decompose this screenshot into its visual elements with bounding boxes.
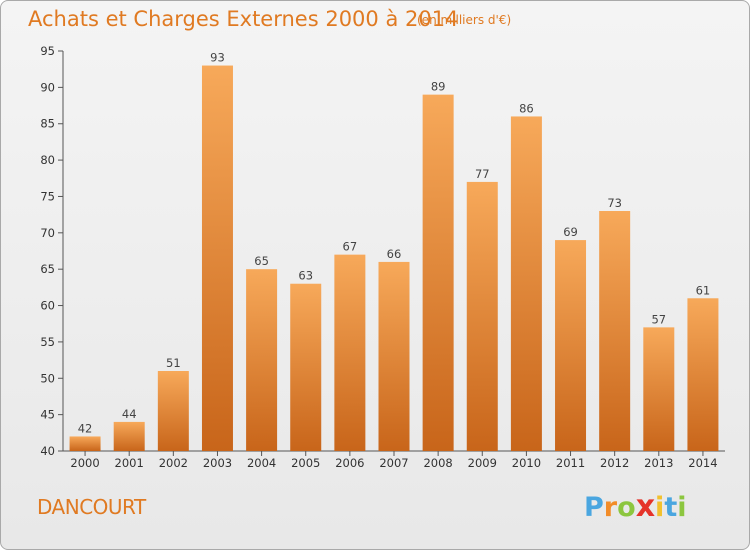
y-tick-label: 65 (40, 262, 55, 276)
data-label: 65 (254, 254, 269, 268)
y-tick-label: 80 (40, 153, 55, 167)
logo-letter: P (584, 492, 604, 523)
y-tick-label: 40 (40, 444, 55, 458)
data-label: 44 (122, 407, 137, 421)
data-label: 61 (696, 283, 711, 297)
bar-2013 (643, 327, 675, 451)
y-tick-label: 70 (40, 226, 55, 240)
chart-title: Achats et Charges Externes 2000 à 2014 (28, 7, 459, 31)
x-tick-label: 2003 (203, 456, 232, 470)
bar-2008 (422, 94, 454, 452)
y-tick-label: 90 (40, 80, 55, 94)
data-label: 93 (210, 51, 225, 65)
x-tick-label: 2004 (247, 456, 276, 470)
data-label: 63 (298, 269, 313, 283)
x-tick-label: 2006 (335, 456, 364, 470)
x-tick-label: 2012 (600, 456, 629, 470)
data-label: 89 (431, 80, 446, 94)
proxiti-logo: Proxiti (584, 489, 687, 524)
bar-2003 (201, 65, 233, 451)
data-label: 67 (343, 240, 358, 254)
y-tick-label: 50 (40, 371, 55, 385)
data-label: 73 (607, 196, 622, 210)
y-tick-label: 55 (40, 335, 55, 349)
bar-2006 (334, 254, 366, 451)
bar-2012 (599, 211, 631, 451)
logo-letter: t (664, 492, 678, 523)
commune-name: DANCOURT (37, 495, 146, 519)
data-label: 69 (563, 225, 578, 239)
bar-2000 (69, 436, 101, 451)
y-tick-label: 85 (40, 117, 55, 131)
logo-letter: x (635, 489, 656, 524)
data-label: 42 (78, 421, 93, 435)
logo-letter: r (603, 492, 618, 523)
data-label: 51 (166, 356, 181, 370)
logo-letter: i (655, 492, 665, 523)
bar-2005 (290, 283, 322, 451)
bar-2011 (555, 240, 587, 451)
y-tick-label: 60 (40, 299, 55, 313)
x-tick-label: 2001 (115, 456, 144, 470)
data-label: 66 (387, 247, 402, 261)
x-tick-label: 2014 (688, 456, 717, 470)
x-tick-label: 2000 (70, 456, 99, 470)
data-label: 57 (651, 312, 666, 326)
bar-2007 (378, 261, 410, 451)
x-tick-label: 2007 (379, 456, 408, 470)
x-tick-label: 2013 (644, 456, 673, 470)
data-label: 77 (475, 167, 490, 181)
bar-2004 (246, 269, 278, 451)
bar-2001 (113, 421, 145, 451)
data-label: 86 (519, 101, 534, 115)
chart-subtitle: (en milliers d'€) (417, 13, 512, 27)
x-tick-label: 2002 (159, 456, 188, 470)
y-tick-label: 75 (40, 189, 55, 203)
y-tick-label: 95 (40, 44, 55, 58)
y-tick-label: 45 (40, 408, 55, 422)
bar-2014 (687, 298, 719, 451)
x-tick-label: 2005 (291, 456, 320, 470)
logo-letter: o (617, 492, 636, 523)
x-tick-label: 2009 (468, 456, 497, 470)
x-tick-label: 2010 (512, 456, 541, 470)
x-tick-label: 2011 (556, 456, 585, 470)
bar-2009 (466, 181, 498, 451)
bar-2002 (157, 371, 189, 451)
bar-2010 (510, 116, 542, 452)
logo-letter: i (677, 492, 687, 523)
x-tick-label: 2008 (423, 456, 452, 470)
